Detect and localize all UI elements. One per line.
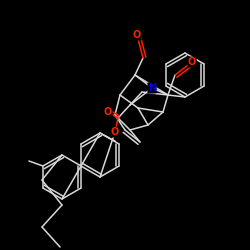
Text: N: N (148, 83, 156, 93)
Text: O: O (111, 127, 119, 137)
Text: O: O (104, 107, 112, 117)
Text: O: O (133, 30, 141, 40)
Text: O: O (188, 57, 196, 67)
